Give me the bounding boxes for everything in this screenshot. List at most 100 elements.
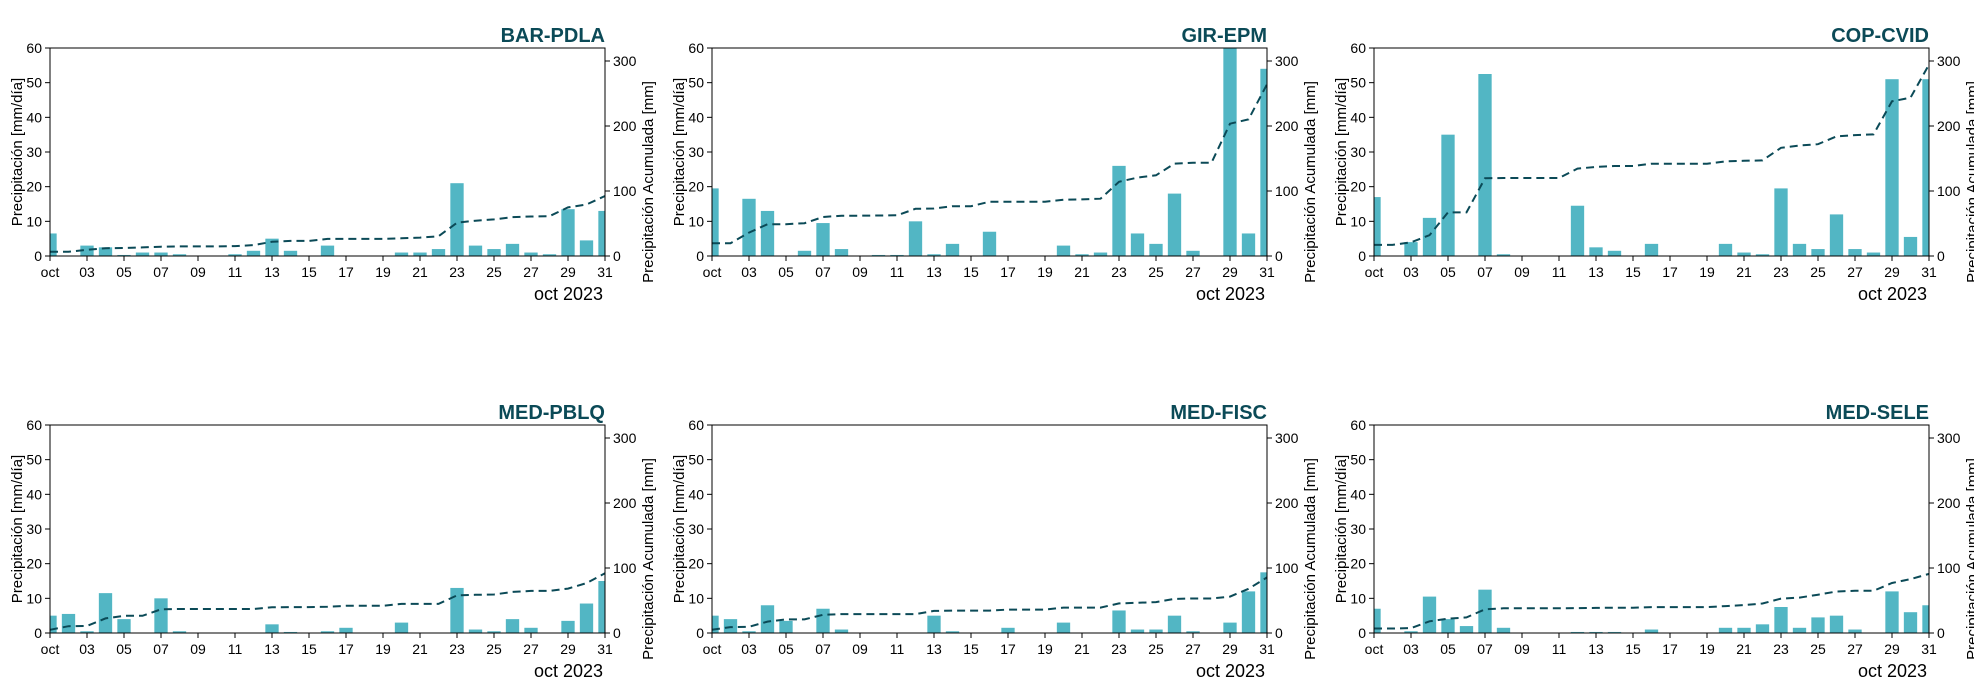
precip-bar bbox=[1829, 214, 1844, 256]
precip-bar bbox=[579, 603, 594, 633]
x-tick-label: 31 bbox=[597, 641, 613, 657]
y2-tick-label: 0 bbox=[1275, 625, 1283, 641]
precip-bar bbox=[283, 250, 298, 256]
cumulative-line bbox=[1374, 572, 1930, 630]
precip-bar bbox=[1792, 627, 1807, 633]
y-tick-label: 60 bbox=[688, 417, 704, 433]
precip-bar bbox=[320, 245, 335, 256]
y2-axis-label: Precipitación Acumulada [mm] bbox=[1964, 81, 1974, 283]
precip-bar bbox=[80, 245, 94, 256]
precip-bar bbox=[760, 605, 775, 633]
y2-tick-label: 200 bbox=[1937, 118, 1961, 134]
precip-bar bbox=[154, 598, 168, 633]
x-tick-label: 27 bbox=[523, 264, 539, 280]
precip-bar bbox=[834, 629, 849, 633]
x-tick-label: 19 bbox=[1699, 641, 1715, 657]
y2-tick-label: 300 bbox=[613, 53, 637, 69]
y-tick-label: 50 bbox=[688, 75, 704, 91]
y-tick-label: 40 bbox=[26, 486, 42, 502]
precip-bar bbox=[890, 254, 904, 256]
x-tick-label: 15 bbox=[963, 264, 979, 280]
precip-bar bbox=[1186, 631, 1200, 633]
y2-axis-label: Precipitación Acumulada [mm] bbox=[1964, 458, 1974, 660]
x-tick-label: oct bbox=[1365, 641, 1384, 657]
precip-bar bbox=[797, 250, 812, 256]
date-label: oct 2023 bbox=[1196, 661, 1265, 680]
y2-axis-label: Precipitación Acumulada [mm] bbox=[640, 458, 657, 660]
precip-bar bbox=[431, 249, 446, 256]
precip-bar bbox=[1056, 245, 1071, 256]
x-tick-label: 23 bbox=[449, 264, 465, 280]
y2-tick-label: 0 bbox=[613, 248, 621, 264]
precip-bar bbox=[1737, 252, 1751, 256]
station-title: GIR-EPM bbox=[1181, 25, 1267, 47]
precip-bar bbox=[524, 252, 538, 256]
precip-bar bbox=[1737, 627, 1751, 633]
date-label: oct 2023 bbox=[534, 284, 603, 304]
x-tick-label: 09 bbox=[1514, 264, 1530, 280]
y-tick-label: 60 bbox=[1350, 417, 1366, 433]
precip-bar bbox=[468, 245, 483, 256]
y2-tick-label: 100 bbox=[1937, 183, 1961, 199]
x-tick-label: 13 bbox=[926, 264, 942, 280]
precip-bar bbox=[1774, 188, 1788, 256]
x-tick-label: 11 bbox=[1552, 264, 1567, 280]
x-tick-label: 31 bbox=[1921, 641, 1937, 657]
x-tick-label: 09 bbox=[852, 264, 868, 280]
x-tick-label: 11 bbox=[228, 641, 243, 657]
y-tick-label: 20 bbox=[688, 179, 704, 195]
y-axis-label: Precipitación [mm/día] bbox=[1333, 455, 1350, 603]
y-axis-label: Precipitación [mm/día] bbox=[9, 78, 26, 226]
precip-bar bbox=[1186, 250, 1200, 256]
y-tick-label: 30 bbox=[688, 521, 704, 537]
precip-bar bbox=[1001, 627, 1015, 633]
precip-bar bbox=[98, 593, 113, 633]
x-tick-label: 21 bbox=[412, 641, 428, 657]
precip-bar bbox=[1075, 254, 1089, 256]
precip-bar bbox=[1404, 631, 1418, 633]
precip-bar bbox=[1848, 629, 1862, 633]
y-tick-label: 50 bbox=[688, 452, 704, 468]
precip-bar bbox=[1496, 627, 1511, 633]
y2-tick-label: 0 bbox=[1937, 625, 1945, 641]
precip-bar bbox=[1241, 591, 1256, 633]
y2-tick-label: 300 bbox=[1275, 53, 1299, 69]
precip-bar bbox=[598, 210, 605, 256]
x-tick-label: 17 bbox=[338, 641, 354, 657]
y-axis-label: Precipitación [mm/día] bbox=[671, 78, 688, 226]
precip-bar bbox=[1459, 626, 1474, 633]
x-tick-label: 21 bbox=[1736, 264, 1752, 280]
plot-frame bbox=[1373, 424, 1930, 634]
y-tick-label: 40 bbox=[688, 486, 704, 502]
precip-bar bbox=[1922, 605, 1929, 633]
x-tick-label: 07 bbox=[815, 641, 831, 657]
precip-bar bbox=[1260, 572, 1267, 633]
precip-bar bbox=[760, 210, 775, 256]
precip-bar bbox=[80, 631, 94, 633]
precip-bar bbox=[1130, 629, 1145, 633]
x-tick-label: 05 bbox=[1440, 264, 1456, 280]
precip-bar bbox=[246, 250, 261, 256]
y2-axis-label: Precipitación Acumulada [mm] bbox=[1302, 458, 1319, 660]
x-tick-label: 19 bbox=[1037, 641, 1053, 657]
precip-bar bbox=[1866, 252, 1881, 256]
precip-bar bbox=[1374, 608, 1381, 633]
x-tick-label: 03 bbox=[741, 264, 757, 280]
y-tick-label: 40 bbox=[1350, 486, 1366, 502]
y2-tick-label: 200 bbox=[613, 118, 637, 134]
x-tick-label: 27 bbox=[1847, 641, 1863, 657]
y2-tick-label: 200 bbox=[1937, 495, 1961, 511]
precip-bar bbox=[265, 624, 279, 633]
x-tick-label: 07 bbox=[1477, 264, 1493, 280]
precip-bar bbox=[908, 221, 923, 256]
x-tick-label: 25 bbox=[486, 641, 502, 657]
x-tick-label: 21 bbox=[412, 264, 428, 280]
precip-bar bbox=[1829, 615, 1844, 633]
precip-bar bbox=[1718, 243, 1733, 256]
x-tick-label: 05 bbox=[778, 264, 794, 280]
precip-bar bbox=[1241, 233, 1256, 256]
precip-bar bbox=[1848, 249, 1862, 256]
y-tick-label: 10 bbox=[1350, 590, 1366, 606]
y-axis-label: Precipitación [mm/día] bbox=[9, 455, 26, 603]
x-tick-label: 09 bbox=[190, 641, 206, 657]
